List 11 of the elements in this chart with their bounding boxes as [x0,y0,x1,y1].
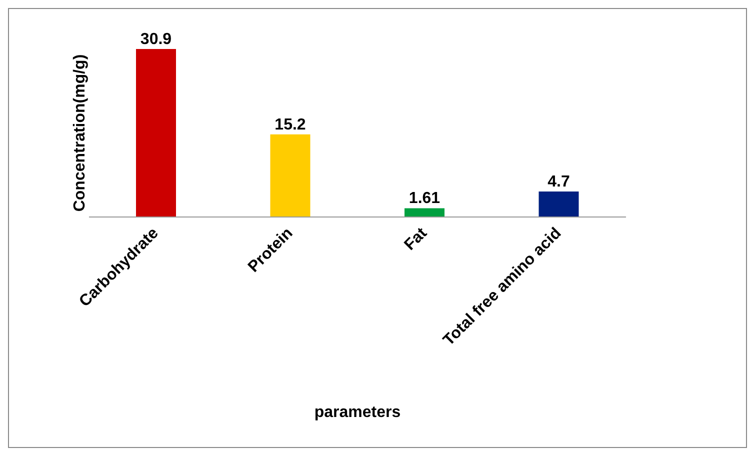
x-tick-label: Fat [401,224,431,254]
data-label: 4.7 [548,173,570,190]
x-axis-title: parameters [314,404,401,421]
bar [270,134,310,217]
bar [538,191,579,217]
data-label: 30.9 [140,31,172,48]
bar [136,49,176,217]
data-label: 15.2 [274,116,306,134]
data-label: 1.61 [408,190,440,208]
bar [404,208,444,217]
y-axis-title: Concentration(mg/g) [72,54,89,212]
